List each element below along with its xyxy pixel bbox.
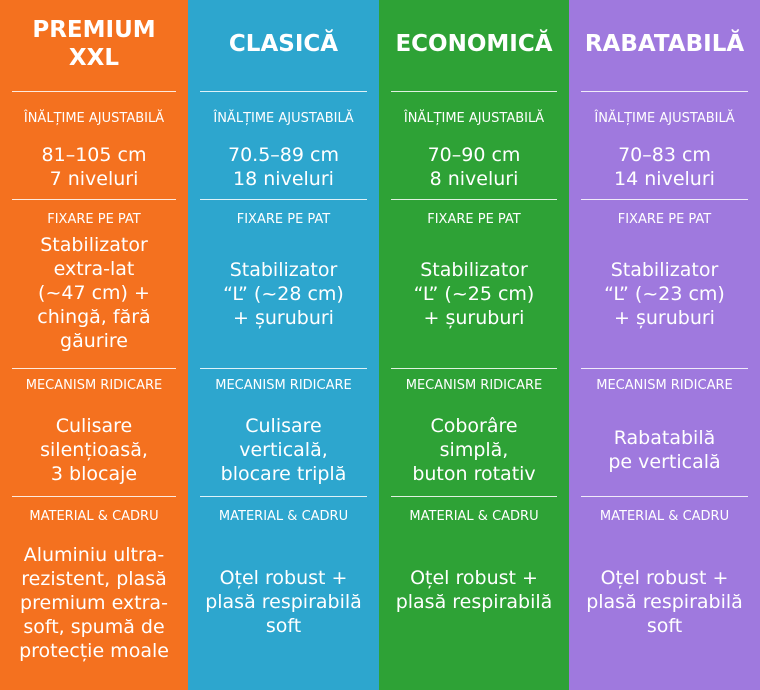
column-premium-xxl: PREMIUM XXL ÎNĂLȚIME AJUSTABILĂ 81–105 c… (0, 0, 188, 690)
divider (391, 496, 557, 497)
height-label: ÎNĂLȚIME AJUSTABILĂ (23, 111, 165, 126)
divider (581, 91, 748, 92)
divider (581, 496, 748, 497)
divider (200, 496, 367, 497)
mechanism-label: MECANISM RIDICARE (25, 378, 163, 393)
material-value: Aluminiu ultra- rezistent, plasă premium… (19, 544, 169, 662)
column-title: CLASICĂ (228, 31, 339, 57)
fix-value: Stabilizator “L” (~23 cm) + șuruburi (604, 259, 725, 329)
mechanism-label: MECANISM RIDICARE (596, 378, 733, 393)
height-label: ÎNĂLȚIME AJUSTABILĂ (594, 111, 735, 126)
fix-label: FIXARE PE PAT (427, 212, 521, 227)
mechanism-value: Coborâre simplă, buton rotativ (412, 415, 536, 485)
divider (200, 199, 367, 200)
material-label: MATERIAL & CADRU (218, 509, 349, 524)
fix-value: Stabilizator extra-lat (~47 cm) + chingă… (37, 234, 151, 352)
height-label: ÎNĂLȚIME AJUSTABILĂ (403, 111, 545, 126)
column-rabatabila: RABATABILĂ ÎNĂLȚIME AJUSTABILĂ 70–83 cm … (569, 0, 760, 690)
fix-label: FIXARE PE PAT (236, 212, 331, 227)
material-label: MATERIAL & CADRU (29, 509, 159, 524)
divider (581, 368, 748, 369)
mechanism-value: Culisare silențioasă, 3 blocaje (40, 415, 148, 485)
divider (12, 91, 176, 92)
column-title: RABATABILĂ (584, 31, 745, 57)
height-value: 81–105 cm 7 niveluri (41, 144, 147, 190)
height-value: 70–90 cm 8 niveluri (427, 144, 521, 190)
divider (12, 199, 176, 200)
column-clasica: CLASICĂ ÎNĂLȚIME AJUSTABILĂ 70.5–89 cm 1… (188, 0, 379, 690)
divider (581, 199, 748, 200)
divider (12, 368, 176, 369)
material-value: Oțel robust + plasă respirabilă soft (586, 567, 743, 637)
column-title: PREMIUM XXL (32, 17, 156, 71)
fix-value: Stabilizator “L” (~25 cm) + șuruburi (413, 259, 535, 329)
mechanism-value: Rabatabilă pe verticală (608, 427, 721, 473)
divider (391, 91, 557, 92)
column-economica: ECONOMICĂ ÎNĂLȚIME AJUSTABILĂ 70–90 cm 8… (379, 0, 569, 690)
divider (200, 91, 367, 92)
fix-label: FIXARE PE PAT (617, 212, 712, 227)
material-label: MATERIAL & CADRU (409, 509, 539, 524)
divider (391, 368, 557, 369)
material-value: Oțel robust + plasă respirabilă soft (205, 567, 362, 637)
fix-value: Stabilizator “L” (~28 cm) + șuruburi (223, 259, 344, 329)
material-value: Oțel robust + plasă respirabilă (395, 567, 553, 613)
height-value: 70–83 cm 14 niveluri (614, 144, 715, 190)
height-label: ÎNĂLȚIME AJUSTABILĂ (213, 111, 354, 126)
divider (12, 496, 176, 497)
divider (391, 199, 557, 200)
fix-label: FIXARE PE PAT (47, 212, 141, 227)
height-value: 70.5–89 cm 18 niveluri (228, 144, 339, 190)
mechanism-label: MECANISM RIDICARE (405, 378, 543, 393)
mechanism-value: Culisare verticală, blocare triplă (220, 415, 347, 485)
material-label: MATERIAL & CADRU (599, 509, 730, 524)
mechanism-label: MECANISM RIDICARE (215, 378, 352, 393)
column-title: ECONOMICĂ (395, 31, 553, 57)
divider (200, 368, 367, 369)
